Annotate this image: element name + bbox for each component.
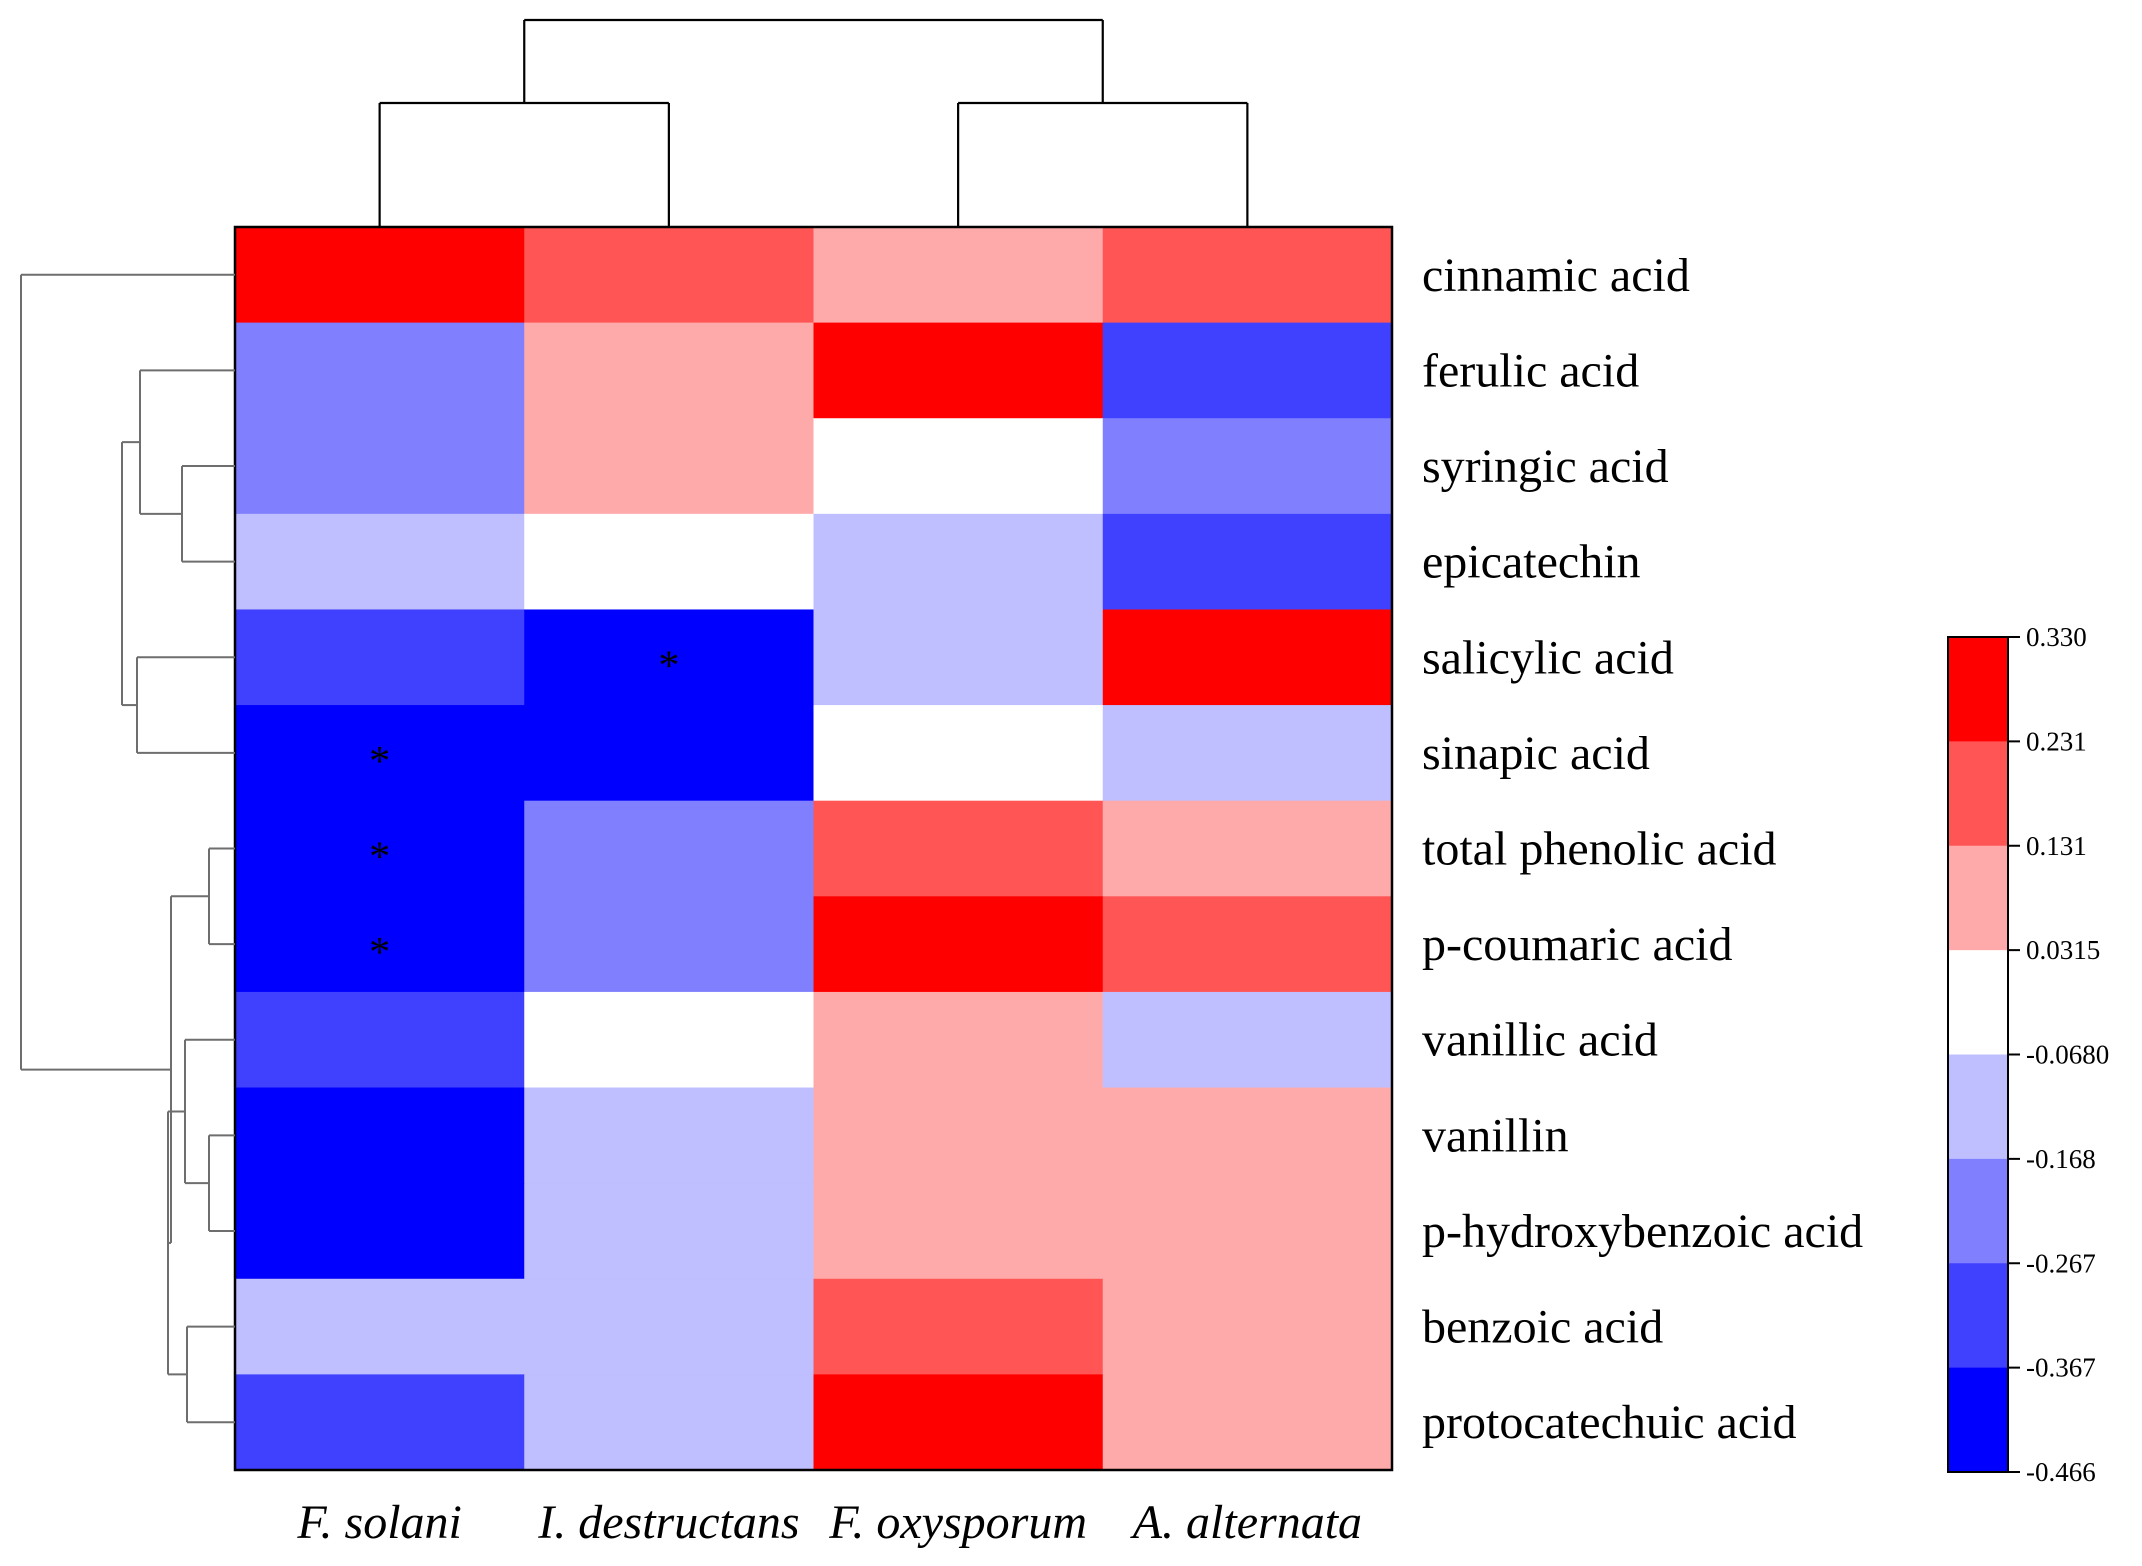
heatmap-cell (235, 418, 525, 515)
color-legend: 0.330 0.231 0.131 0.0315 -0.0680 -0.168 -0.267… (1947, 622, 2109, 1487)
significance-star: * (369, 739, 390, 785)
heatmap-cell (1102, 1374, 1393, 1471)
legend-tick-label: 0.0315 (2026, 935, 2100, 965)
heatmap-cell (1102, 1087, 1393, 1184)
heatmap-cell (1102, 609, 1393, 706)
legend-color-band (1948, 845, 2008, 951)
heatmap-cell (524, 896, 815, 993)
significance-markers: * * * * (369, 643, 679, 976)
legend-tick-label: -0.168 (2026, 1144, 2096, 1174)
legend-tick-label: -0.367 (2026, 1353, 2096, 1383)
heatmap-cell (235, 609, 525, 706)
heatmap-cell (235, 991, 525, 1089)
heatmap-cell (524, 418, 815, 515)
heatmap-cell (524, 1087, 815, 1184)
heatmap-cell (524, 1278, 815, 1375)
heatmap-cell (1102, 705, 1393, 802)
heatmap-cell (813, 705, 1104, 802)
heatmap-cell (235, 1278, 525, 1375)
row-label: salicylic acid (1422, 631, 1674, 684)
heatmap-cell (235, 1374, 525, 1471)
heatmap-cell (524, 1183, 815, 1280)
legend-tick-label: -0.466 (2026, 1457, 2096, 1487)
row-label: cinnamic acid (1422, 249, 1690, 302)
significance-star: * (369, 835, 390, 881)
heatmap-cell (235, 227, 525, 324)
heatmap-cell (813, 227, 1104, 324)
row-label: syringic acid (1422, 440, 1669, 493)
column-label: F. oxysporum (828, 1496, 1087, 1549)
heatmap-cell (1102, 513, 1393, 611)
heatmap-cell (1102, 227, 1393, 324)
row-label: protocatechuic acid (1422, 1396, 1796, 1449)
heatmap-cell (524, 705, 815, 802)
heatmap-cell (524, 513, 815, 611)
heatmap-cell (813, 800, 1104, 897)
legend-color-band (1948, 741, 2008, 847)
row-label: benzoic acid (1422, 1301, 1663, 1354)
row-label: ferulic acid (1422, 344, 1639, 397)
row-label: total phenolic acid (1422, 823, 1777, 876)
legend-color-band (1948, 1158, 2008, 1264)
legend-color-band (1948, 950, 2008, 1056)
heatmap-cell (813, 418, 1104, 515)
column-label: F. solani (296, 1496, 461, 1549)
legend-tick-label: -0.267 (2026, 1248, 2096, 1278)
row-labels: cinnamic acid ferulic acid syringic acid ep… (1422, 249, 1863, 1449)
heatmap-cell (235, 705, 525, 802)
column-label: A. alternata (1130, 1496, 1362, 1549)
heatmap-cell (813, 991, 1104, 1089)
heatmap-cell (813, 1087, 1104, 1184)
heatmap-cell (813, 1374, 1104, 1471)
legend-color-band (1948, 637, 2008, 742)
row-label: p-coumaric acid (1422, 918, 1733, 971)
heatmap-cell (813, 322, 1104, 419)
heatmap-cell (524, 609, 815, 706)
heatmap-cell (524, 1374, 815, 1471)
legend-tick-label: 0.330 (2026, 622, 2087, 652)
heatmap-cell (1102, 418, 1393, 515)
row-label: vanillic acid (1422, 1014, 1658, 1067)
heatmap-cell (1102, 1183, 1393, 1280)
heatmap-cell (524, 227, 815, 324)
heatmap-cell (235, 1183, 525, 1280)
heatmap-cell (813, 513, 1104, 611)
legend-tick-label: -0.0680 (2026, 1040, 2109, 1070)
legend-color-band (1948, 1263, 2008, 1369)
legend-tick-label: 0.231 (2026, 726, 2087, 756)
column-dendrogram (378, 18, 1249, 227)
heatmap-cell (235, 513, 525, 611)
heatmap-cell (813, 1278, 1104, 1375)
heatmap-cell (1102, 1278, 1393, 1375)
row-label: epicatechin (1422, 536, 1641, 589)
heatmap-cell (813, 1183, 1104, 1280)
row-label: p-hydroxybenzoic acid (1422, 1205, 1863, 1258)
heatmap-cell (524, 322, 815, 419)
heatmap-cell (813, 609, 1104, 706)
heatmap-cell (1102, 896, 1393, 993)
significance-star: * (369, 930, 390, 976)
heatmap-cell (524, 800, 815, 897)
heatmap-cell (813, 896, 1104, 993)
column-labels: F. solani I. destructans F. oxysporum A. al… (296, 1496, 1362, 1549)
heatmap-cell (235, 322, 525, 419)
column-label: I. destructans (537, 1496, 799, 1549)
heatmap-cell (235, 1087, 525, 1184)
heatmap-cell (1102, 991, 1393, 1089)
heatmap-cell (1102, 800, 1393, 897)
row-label: sinapic acid (1422, 727, 1650, 780)
legend-color-band (1948, 1054, 2008, 1160)
legend-tick-label: 0.131 (2026, 831, 2087, 861)
heatmap-cell (524, 991, 815, 1089)
row-dendrogram (20, 273, 235, 1424)
heatmap-cells (235, 227, 1393, 1471)
significance-star: * (658, 643, 679, 689)
heatmap-cell (1102, 322, 1393, 419)
heatmap-cell (235, 896, 525, 993)
legend-color-band (1948, 1367, 2008, 1473)
row-label: vanillin (1422, 1109, 1569, 1162)
heatmap-cell (235, 800, 525, 897)
